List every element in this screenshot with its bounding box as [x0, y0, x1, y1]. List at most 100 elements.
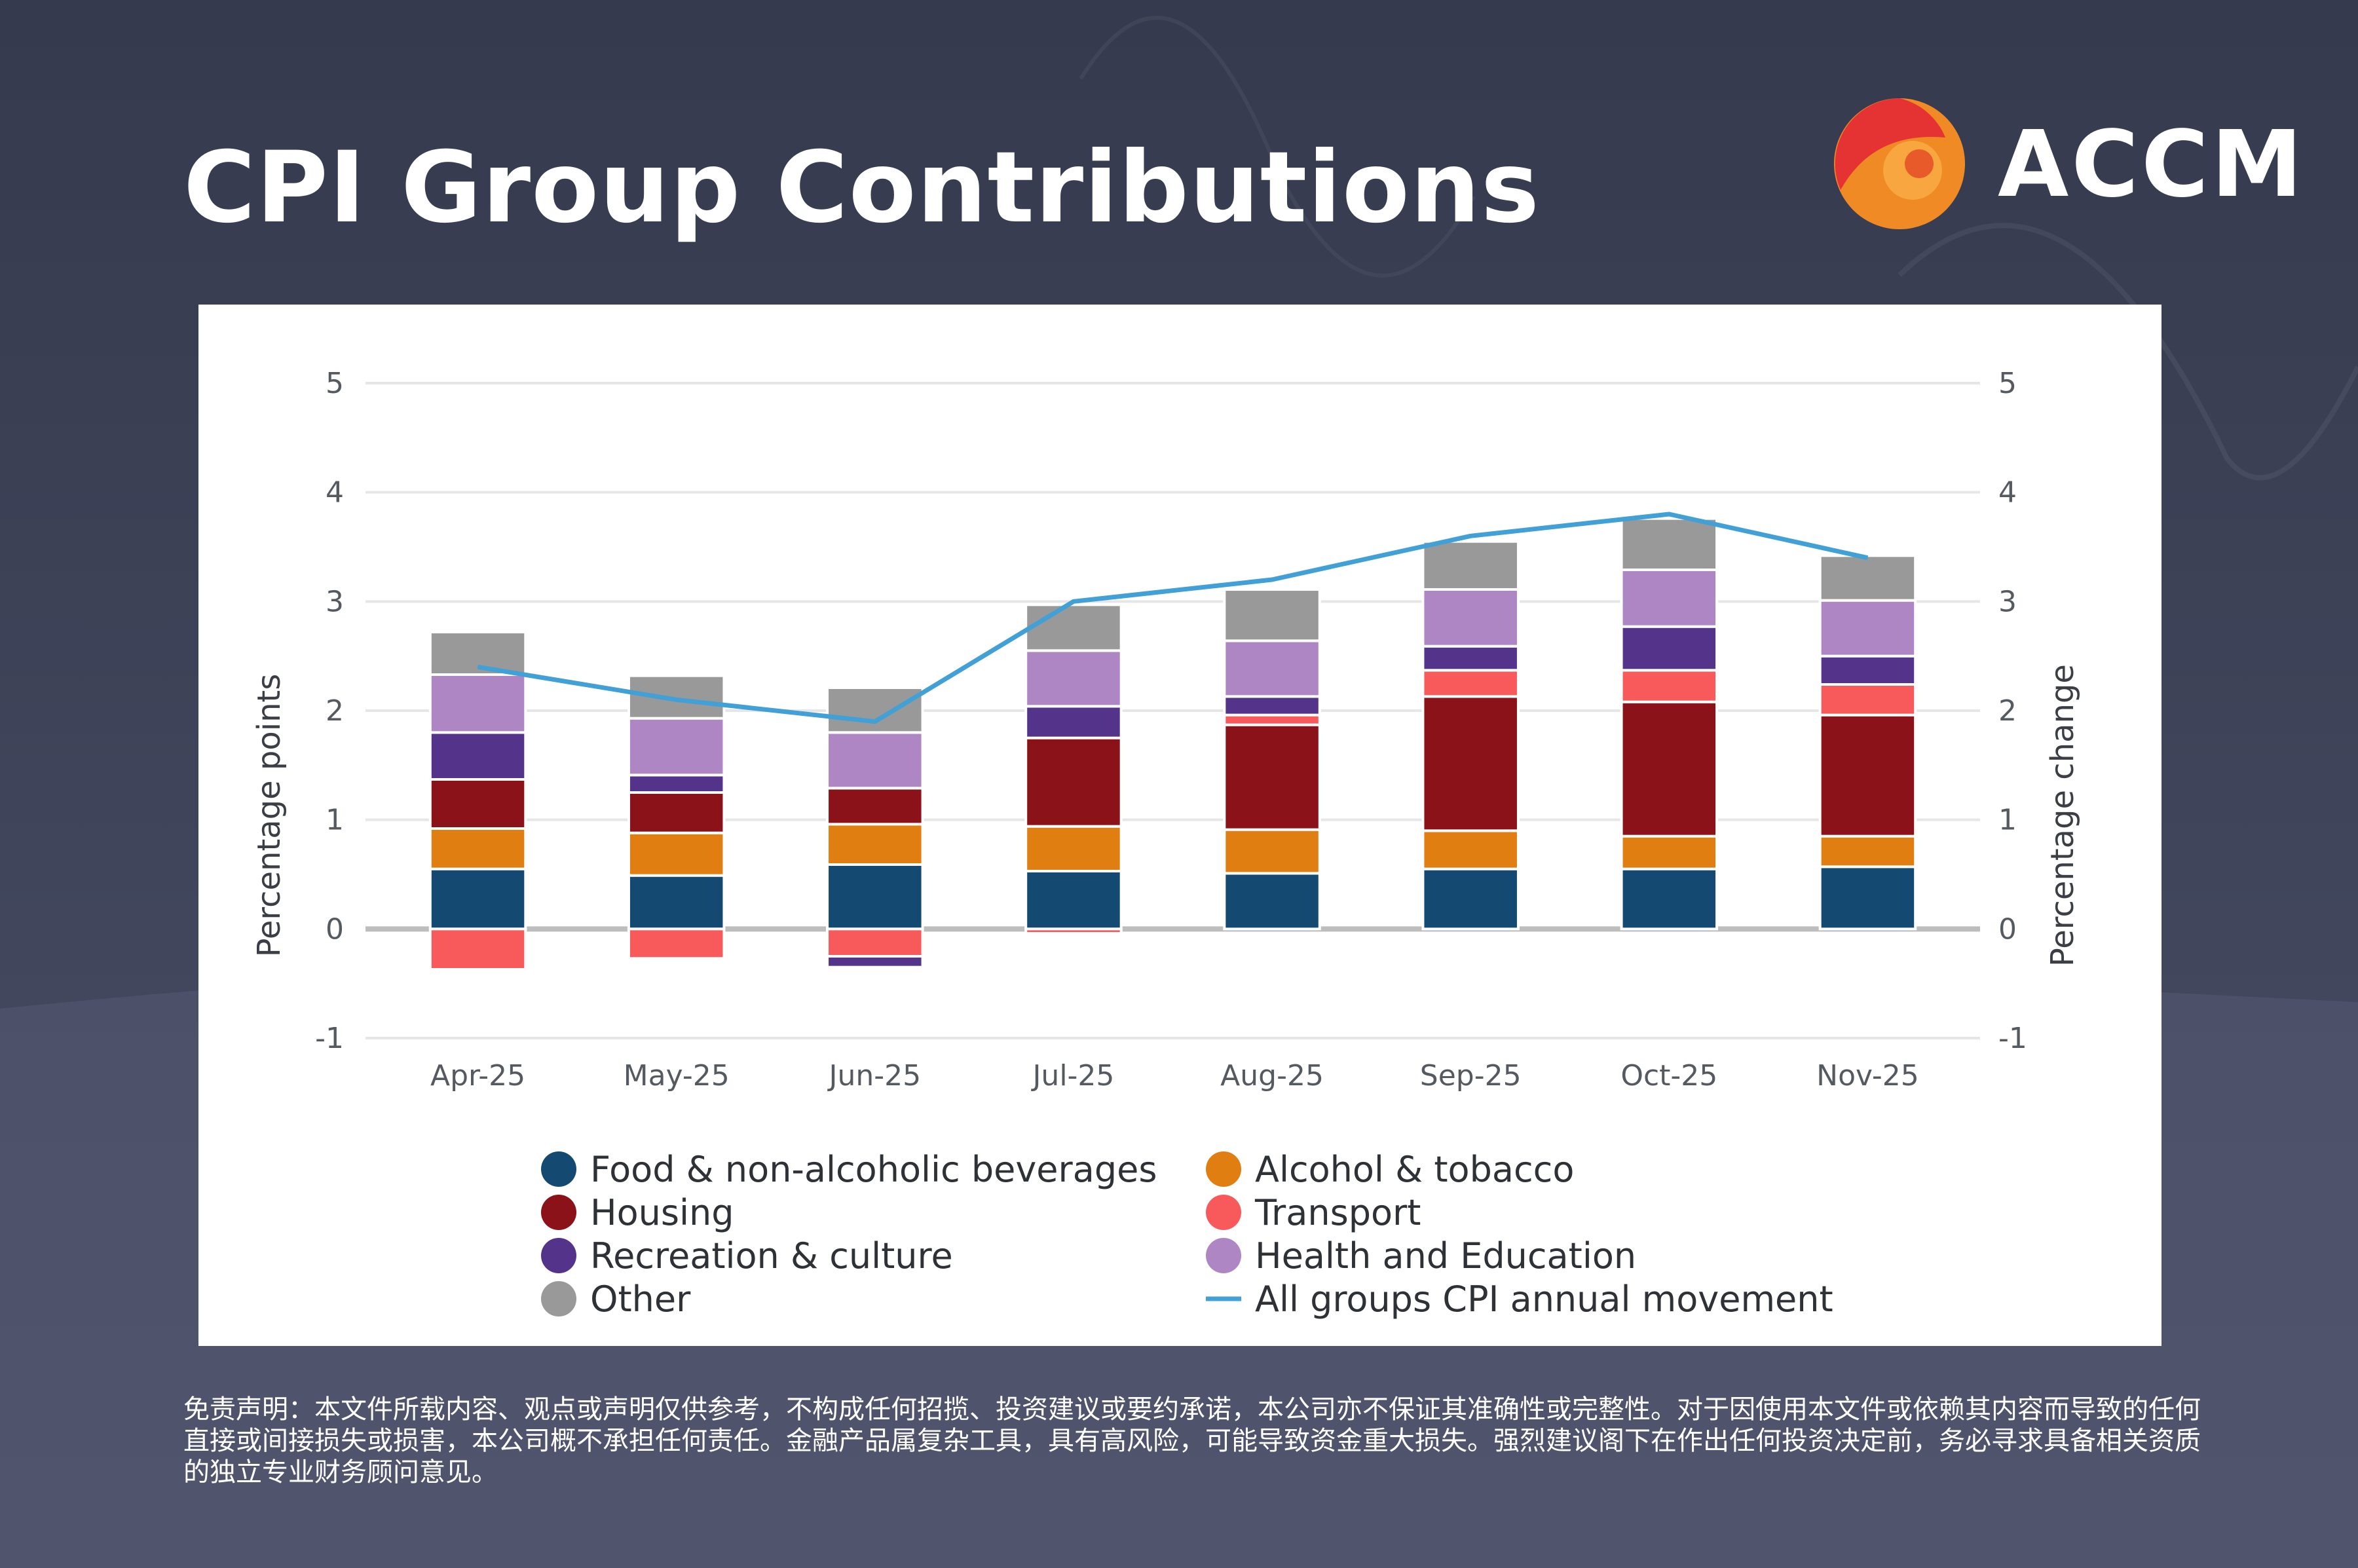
x-tick-label: Aug-25 [1220, 1059, 1324, 1092]
bar-other [826, 686, 924, 734]
legend-swatch [541, 1238, 576, 1273]
y-tick-right: 2 [1998, 694, 2017, 728]
bar-transport [1223, 713, 1321, 726]
bar-alcohol [826, 823, 924, 866]
legend-swatch [541, 1195, 576, 1230]
bar-alcohol [428, 827, 527, 870]
legend-label: Health and Education [1255, 1235, 1636, 1277]
x-tick-label: Apr-25 [430, 1059, 525, 1092]
bar-transport [627, 927, 726, 960]
x-tick-label: Sep-25 [1420, 1059, 1522, 1092]
bar-transport [1818, 683, 1917, 717]
bar-other [627, 674, 726, 720]
y-tick-left: 2 [326, 694, 344, 728]
legend-swatch [541, 1151, 576, 1187]
bar-other [1421, 540, 1520, 591]
bar-food [1818, 865, 1917, 931]
bar-recreation [826, 955, 924, 969]
bar-health [1024, 649, 1123, 708]
bar-health [1223, 639, 1321, 698]
x-tick-label: Jul-25 [1030, 1059, 1114, 1092]
bar-housing [428, 778, 527, 830]
x-tick-label: May-25 [624, 1059, 730, 1092]
legend-swatch [1206, 1151, 1241, 1187]
x-tick-label: Jun-25 [827, 1059, 922, 1092]
y-tick-left: -1 [315, 1022, 344, 1055]
bar-housing [1620, 700, 1719, 838]
bar-transport [1421, 669, 1520, 698]
y-tick-right: -1 [1998, 1022, 2027, 1055]
bar-recreation [1818, 654, 1917, 686]
legend-swatch [1206, 1238, 1241, 1273]
x-axis-ticks: Apr-25 May-25 Jun-25 Jul-25 Aug-25 Sep-25 Oct-… [430, 1059, 1919, 1092]
y-tick-left: 0 [326, 912, 344, 946]
cpi-line-point [1271, 579, 1273, 580]
y-tick-right: 5 [1998, 367, 2017, 400]
bar-recreation [428, 731, 527, 781]
disclaimer-text: 免责声明：本文件所载内容、观点或声明仅供参考，不构成任何招揽、投资建议或要约承诺… [183, 1394, 2201, 1487]
bar-other [1024, 603, 1123, 652]
accm-logo-icon [1834, 98, 1965, 229]
bar-health [428, 673, 527, 734]
legend: Food & non-alcoholic beverages Alcohol & … [541, 1149, 1833, 1320]
bar-food [1223, 872, 1321, 931]
cpi-line-layer [477, 512, 1869, 724]
bar-food [826, 863, 924, 931]
bar-housing [627, 791, 726, 834]
bar-health [826, 731, 924, 790]
legend-label: Housing [590, 1192, 734, 1233]
bar-housing [826, 787, 924, 826]
legend-label: Food & non-alcoholic beverages [590, 1149, 1157, 1190]
y-tick-left: 5 [326, 367, 344, 400]
y-tick-right: 1 [1998, 804, 2017, 837]
legend-label: Transport [1254, 1192, 1421, 1233]
bar-food [428, 867, 527, 931]
chart-panel: -1 0 1 2 3 4 5 -1 0 1 2 3 4 5 Apr-25 May-25 Jun-25 Jul-… [198, 305, 2162, 1346]
legend-swatch [541, 1281, 576, 1316]
bar-housing [1818, 713, 1917, 838]
left-axis-ticks: -1 0 1 2 3 4 5 [315, 367, 344, 1055]
bar-transport [1024, 927, 1123, 935]
y-tick-left: 4 [326, 476, 344, 510]
cpi-line-point [1668, 513, 1670, 515]
legend-label: Recreation & culture [590, 1235, 953, 1277]
cpi-line-point [1470, 535, 1472, 537]
bar-transport [428, 927, 527, 971]
gridlines [365, 382, 1980, 1039]
bar-alcohol [1620, 834, 1719, 870]
y-tick-right: 3 [1998, 585, 2017, 618]
bar-alcohol [1024, 825, 1123, 873]
bar-alcohol [627, 831, 726, 877]
legend-label: Alcohol & tobacco [1255, 1149, 1574, 1190]
bar-housing [1223, 723, 1321, 831]
bar-transport [826, 927, 924, 958]
bar-housing [1024, 736, 1123, 828]
bar-food [627, 874, 726, 931]
cpi-line-point [874, 720, 876, 722]
bar-housing [1421, 695, 1520, 832]
bar-other [1223, 588, 1321, 643]
right-axis-ticks: -1 0 1 2 3 4 5 [1998, 367, 2027, 1055]
right-axis-title: Percentage change [2044, 664, 2081, 967]
bar-recreation [1620, 625, 1719, 672]
y-tick-left: 1 [326, 804, 344, 837]
bar-recreation [627, 774, 726, 794]
cpi-line-point [1867, 557, 1869, 559]
legend-label: All groups CPI annual movement [1255, 1279, 1833, 1320]
page-title: CPI Group Contributions [183, 131, 1540, 245]
y-tick-right: 0 [1998, 912, 2017, 946]
bar-health [1818, 599, 1917, 658]
y-tick-left: 3 [326, 585, 344, 618]
x-tick-label: Nov-25 [1816, 1059, 1919, 1092]
bar-food [1620, 867, 1719, 931]
left-axis-title: Percentage points [251, 674, 288, 958]
bar-health [627, 717, 726, 777]
bar-health [1421, 588, 1520, 648]
y-tick-right: 4 [1998, 476, 2017, 510]
cpi-line-point [477, 666, 479, 668]
x-tick-label: Oct-25 [1620, 1059, 1717, 1092]
bar-alcohol [1223, 828, 1321, 875]
legend-label: Other [590, 1279, 691, 1320]
cpi-line-point [1072, 601, 1074, 603]
bar-health [1620, 569, 1719, 628]
